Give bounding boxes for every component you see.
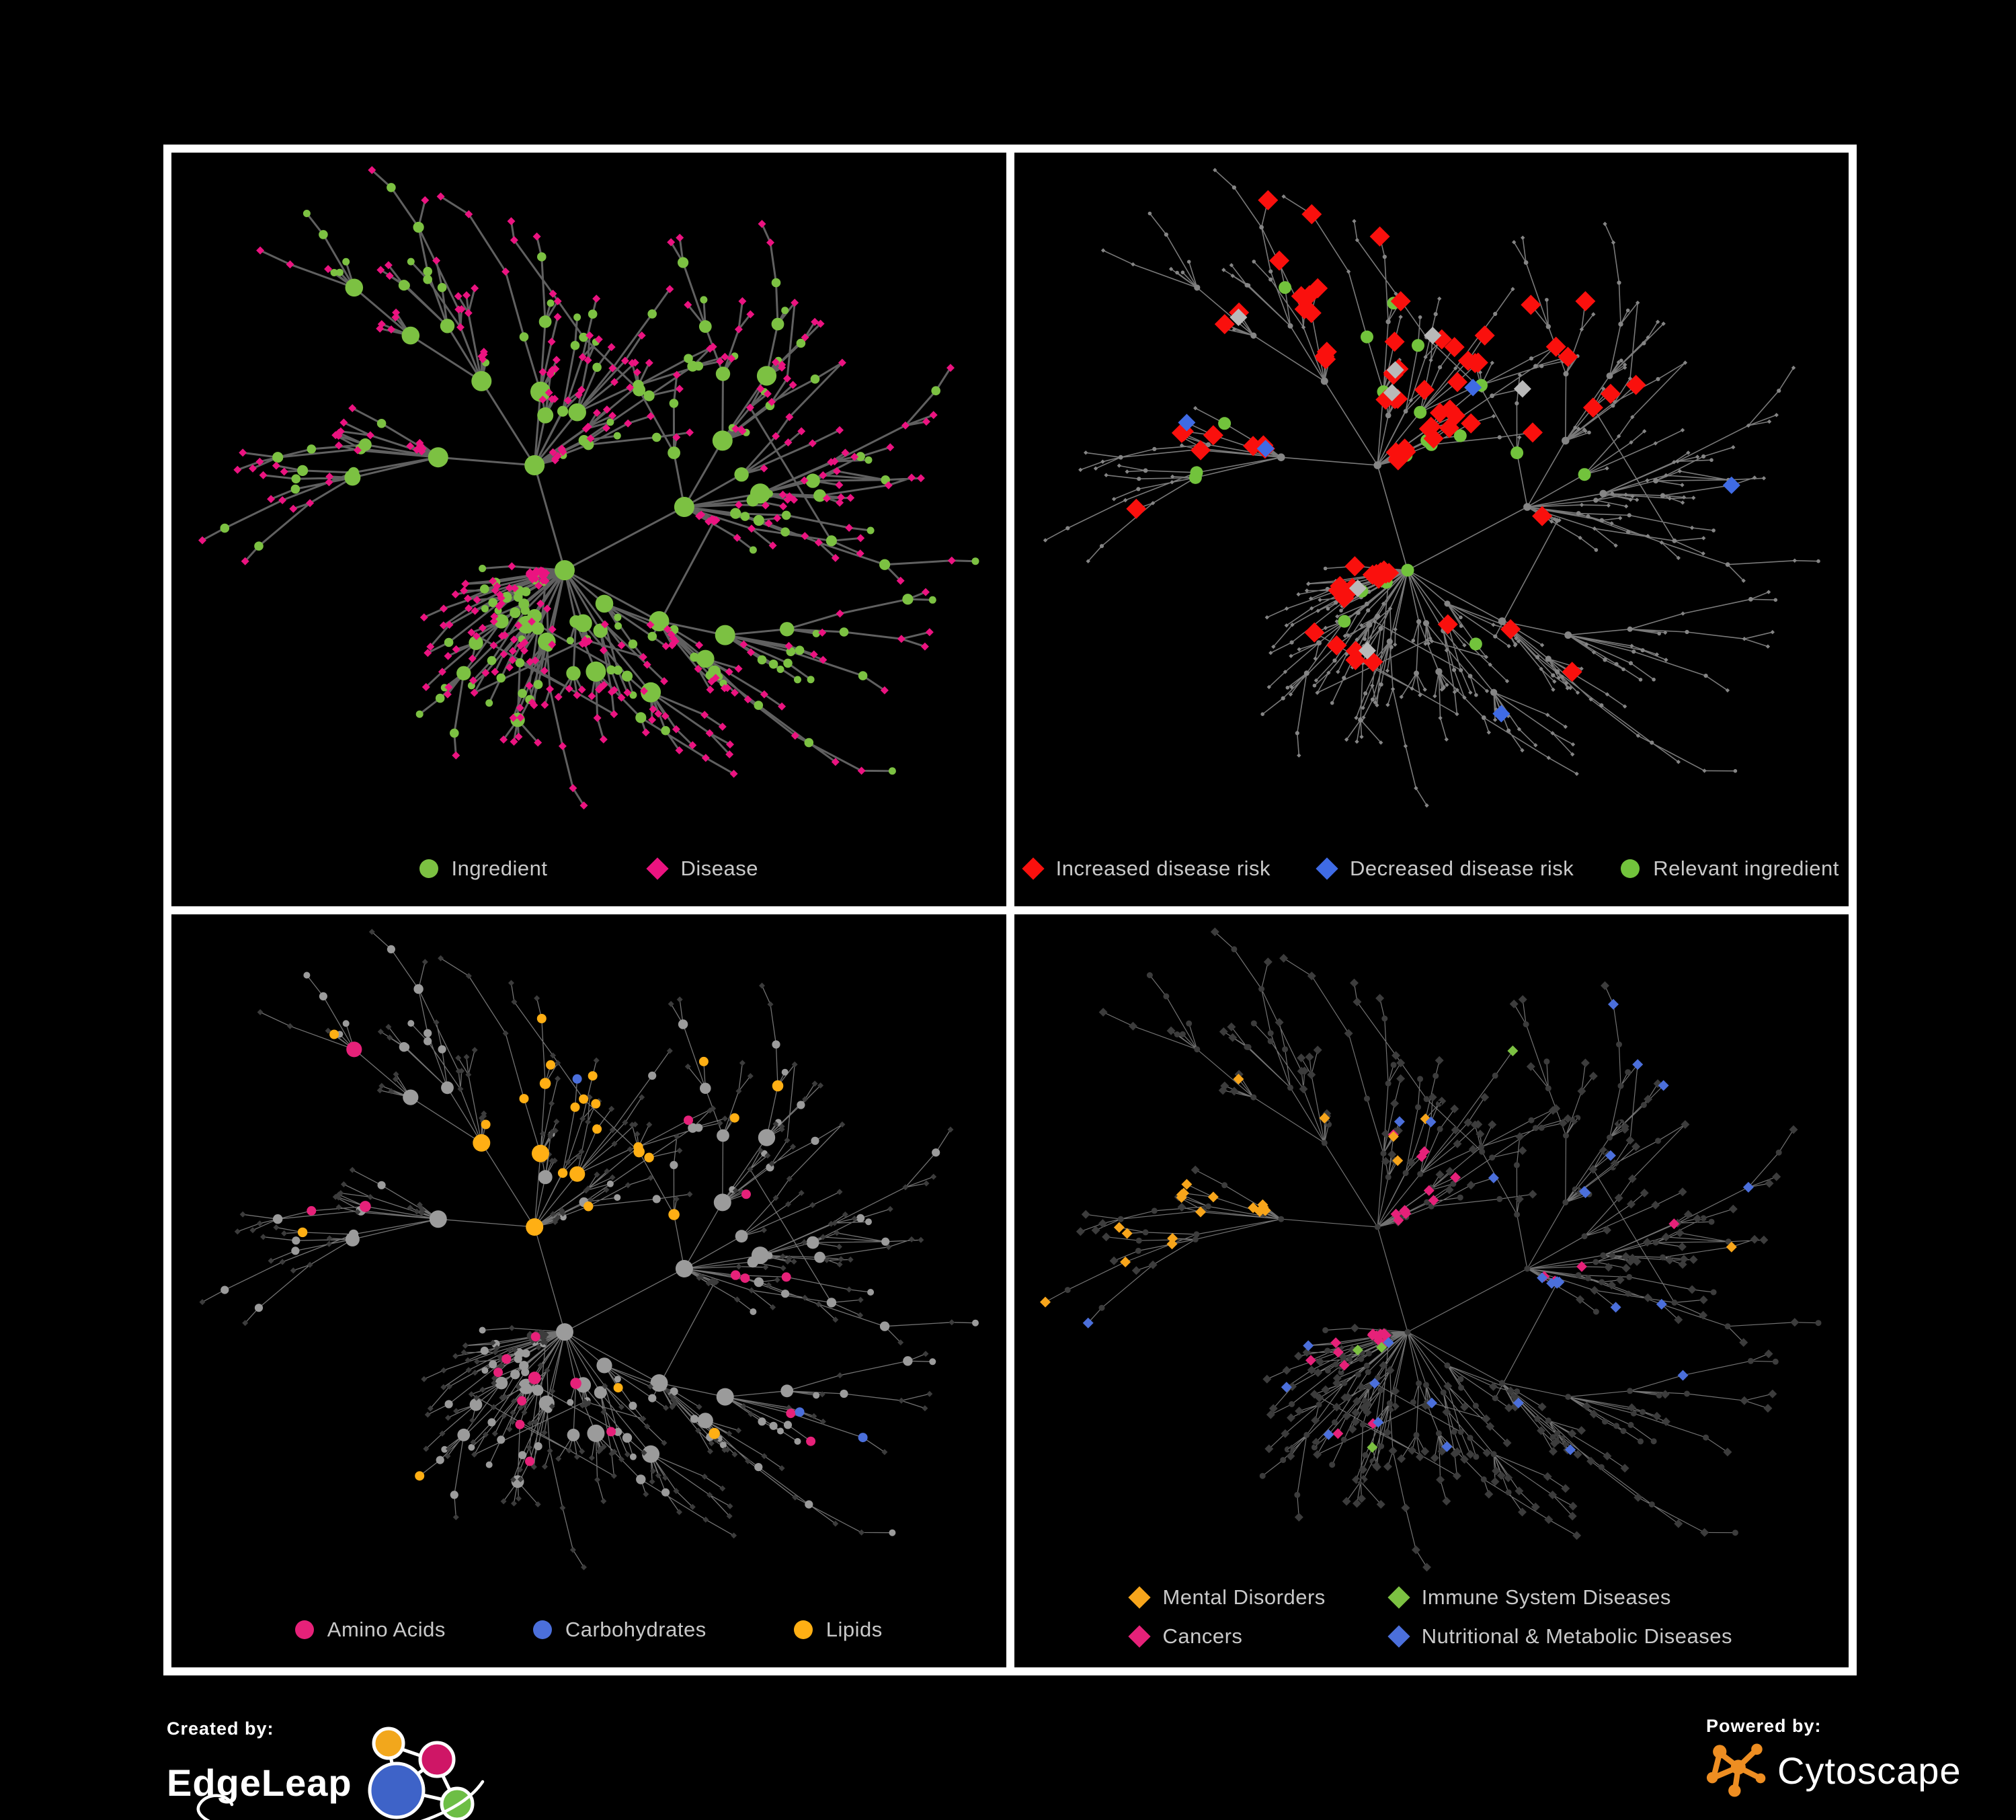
panel-disease-classes: Mental Disorders Immune System Diseases Ca… [1014, 914, 1849, 1667]
panel-nutrient-classes: Amino Acids Carbohydrates Lipids [171, 914, 1006, 1667]
cytoscape-branding: Powered by: Cytoscape [1706, 1716, 2002, 1817]
legend-item-amino-acids: Amino Acids [294, 1618, 446, 1642]
network-edges [202, 931, 976, 1567]
diamond-marker-icon [1128, 1586, 1152, 1609]
edgeleap-wordmark: EdgeLeap [167, 1762, 352, 1805]
panels-grid: Ingredient Disease Increased disease risk… [163, 145, 1857, 1675]
network-edges [1045, 169, 1818, 806]
legend-item-lipids: Lipids [793, 1618, 883, 1642]
legend-disease-classes: Mental Disorders Immune System Diseases Ca… [1014, 1585, 1849, 1649]
legend-item-ingredient: Ingredient [419, 857, 548, 881]
legend-label: Decreased disease risk [1350, 856, 1574, 880]
legend-label: Increased disease risk [1055, 856, 1271, 880]
legend-item-carbohydrates: Carbohydrates [532, 1618, 707, 1642]
legend-item-increased-disease-risk: Increased disease risk [1021, 856, 1271, 881]
panel-ingredient-disease: Ingredient Disease [171, 153, 1006, 906]
legend-label: Disease [680, 856, 758, 880]
legend-item-decreased-disease-risk: Decreased disease risk [1316, 856, 1574, 881]
diamond-marker-icon [1128, 1625, 1152, 1648]
network-nodes [198, 166, 979, 809]
diamond-marker-icon [1387, 1625, 1410, 1648]
diamond-marker-icon [646, 857, 670, 880]
circle-marker-icon [793, 1620, 813, 1639]
cytoscape-wordmark: Cytoscape [1777, 1749, 1962, 1792]
diamond-marker-icon [1021, 857, 1045, 880]
legend-label: Amino Acids [327, 1618, 446, 1641]
legend-item-disease: Disease [646, 856, 758, 881]
network-nodes [199, 928, 979, 1570]
legend-label: Mental Disorders [1162, 1585, 1326, 1609]
cytoscape-logo-icon [1706, 1743, 1766, 1797]
legend-label: Ingredient [451, 856, 548, 880]
legend-item-mental-disorders: Mental Disorders [1128, 1585, 1326, 1610]
circle-marker-icon [1621, 859, 1640, 878]
edgeleap-branding: Created by: EdgeLeap [167, 1718, 624, 1820]
created-by-label: Created by: [167, 1718, 274, 1739]
legend-label: Lipids [825, 1618, 883, 1641]
legend-label: Cancers [1162, 1624, 1243, 1648]
legend-label: Immune System Diseases [1421, 1585, 1671, 1609]
circle-marker-icon [419, 859, 438, 878]
network-edges [202, 169, 976, 806]
legend-label: Carbohydrates [565, 1618, 707, 1641]
legend-label: Nutritional & Metabolic Diseases [1421, 1624, 1733, 1648]
legend-item-nutritional-metabolic-diseases: Nutritional & Metabolic Diseases [1387, 1624, 1733, 1649]
panel-disease-risk: Increased disease risk Decreased disease … [1014, 153, 1849, 906]
network-highlight-nodes [1039, 998, 1754, 1455]
diamond-marker-icon [1387, 1586, 1410, 1609]
legend-ingredient-disease: Ingredient Disease [171, 857, 1006, 881]
network-highlight-nodes [297, 1013, 868, 1480]
network-nodes [1043, 167, 1820, 808]
network-graph-nutrient-classes [199, 928, 979, 1570]
network-graph-disease-risk [1043, 167, 1820, 808]
network-graph-ingredient-disease [198, 166, 979, 809]
legend-nutrient-classes: Amino Acids Carbohydrates Lipids [171, 1618, 1006, 1642]
edgeleap-logo-icon [368, 1727, 475, 1820]
legend-label: Relevant ingredient [1653, 856, 1839, 880]
network-edges [1045, 931, 1818, 1567]
legend-disease-risk: Increased disease risk Decreased disease … [1014, 857, 1849, 881]
circle-marker-icon [294, 1620, 314, 1639]
diamond-marker-icon [1316, 857, 1338, 880]
legend-item-cancers: Cancers [1128, 1624, 1325, 1649]
network-graph-disease-classes [1039, 927, 1821, 1571]
network-nodes [1064, 927, 1821, 1571]
circle-marker-icon [532, 1620, 552, 1639]
network-highlight-nodes [1125, 190, 1740, 723]
legend-item-immune-system-diseases: Immune System Diseases [1387, 1585, 1732, 1610]
powered-by-label: Powered by: [1706, 1716, 1822, 1736]
legend-item-relevant-ingredient: Relevant ingredient [1621, 857, 1839, 881]
